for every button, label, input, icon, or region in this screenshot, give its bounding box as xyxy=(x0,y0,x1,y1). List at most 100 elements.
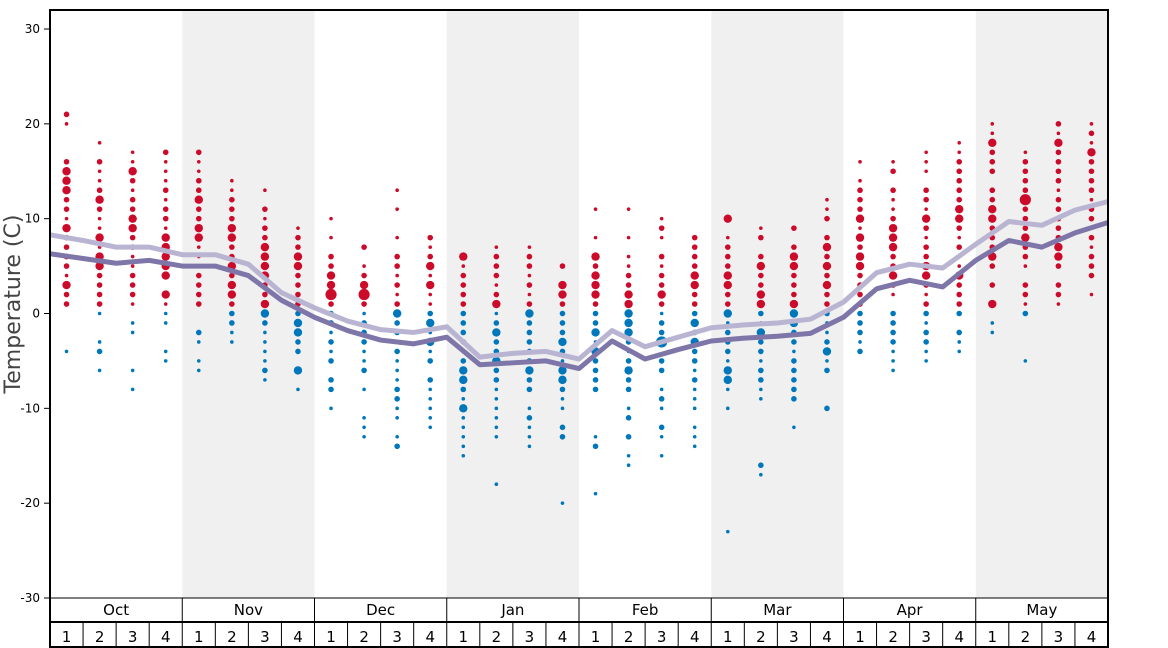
data-point xyxy=(358,288,370,301)
data-point xyxy=(593,207,598,211)
data-point xyxy=(395,434,399,439)
data-point xyxy=(230,340,234,344)
data-point xyxy=(824,291,830,298)
data-point xyxy=(989,196,996,203)
lines-layer xyxy=(49,199,1109,372)
data-point xyxy=(924,235,928,240)
data-point xyxy=(888,271,898,280)
data-point xyxy=(858,178,862,183)
data-point xyxy=(293,366,303,375)
data-point xyxy=(229,244,235,250)
data-point xyxy=(227,233,237,242)
data-point xyxy=(163,359,168,363)
week-label: 4 xyxy=(690,628,700,646)
data-point xyxy=(692,425,697,430)
data-point xyxy=(326,271,336,280)
data-point xyxy=(394,282,400,288)
data-point xyxy=(196,169,201,174)
data-point xyxy=(494,482,499,487)
data-point xyxy=(526,320,533,326)
data-point xyxy=(1022,177,1029,184)
data-point xyxy=(329,330,333,335)
data-point xyxy=(990,131,995,136)
data-point xyxy=(692,444,697,449)
data-point xyxy=(295,272,301,279)
data-point xyxy=(956,168,963,175)
week-label: 2 xyxy=(227,628,237,646)
data-point xyxy=(96,158,103,165)
data-point xyxy=(262,234,268,241)
data-point xyxy=(625,358,632,364)
data-point xyxy=(758,253,764,260)
data-point xyxy=(395,378,399,382)
data-point xyxy=(63,301,70,307)
data-point xyxy=(658,329,665,336)
week-label: 3 xyxy=(525,628,535,646)
data-point xyxy=(293,252,303,261)
data-point xyxy=(196,159,201,164)
data-point xyxy=(1055,158,1062,165)
data-point xyxy=(624,366,633,375)
data-point xyxy=(129,272,136,279)
y-tick-label: 10 xyxy=(25,212,40,226)
data-point xyxy=(1019,194,1031,206)
data-point xyxy=(1022,253,1029,260)
data-point xyxy=(295,339,301,345)
data-point xyxy=(659,216,664,221)
data-point xyxy=(923,310,929,317)
data-point xyxy=(394,348,400,355)
data-point xyxy=(328,253,334,260)
data-point xyxy=(428,349,433,354)
data-point xyxy=(888,233,898,242)
data-point xyxy=(130,368,135,373)
data-point xyxy=(361,367,367,374)
data-point xyxy=(263,340,267,344)
data-point xyxy=(591,328,600,337)
data-point xyxy=(758,310,764,317)
week-label: 3 xyxy=(128,628,138,646)
data-point xyxy=(626,254,631,259)
data-point xyxy=(758,377,764,383)
data-point xyxy=(493,367,500,374)
data-point xyxy=(956,196,963,203)
data-point xyxy=(526,263,533,269)
data-point xyxy=(824,215,830,222)
data-point xyxy=(659,406,664,411)
data-point xyxy=(426,261,435,271)
data-point xyxy=(855,214,865,223)
data-point xyxy=(824,405,830,412)
week-label: 3 xyxy=(657,628,667,646)
data-point xyxy=(526,253,533,260)
data-point xyxy=(891,197,895,202)
data-point xyxy=(989,158,996,165)
data-point xyxy=(560,397,565,401)
week-label: 2 xyxy=(888,628,898,646)
data-point xyxy=(195,177,202,184)
data-point xyxy=(97,141,102,145)
data-point xyxy=(822,280,832,290)
data-point xyxy=(527,245,532,249)
data-point xyxy=(891,292,895,297)
data-point xyxy=(956,310,963,317)
data-point xyxy=(161,233,170,242)
data-point xyxy=(659,235,664,240)
data-point xyxy=(527,406,532,411)
data-point xyxy=(658,253,665,260)
data-point xyxy=(328,377,334,383)
data-point xyxy=(494,245,499,249)
month-bands xyxy=(182,10,1108,598)
data-point xyxy=(626,207,631,211)
data-point xyxy=(691,310,698,317)
data-point xyxy=(690,280,699,290)
data-point xyxy=(130,302,135,306)
data-point xyxy=(96,206,103,212)
week-label: 2 xyxy=(95,628,105,646)
data-point xyxy=(890,320,896,326)
data-point xyxy=(63,291,70,298)
data-point xyxy=(163,321,168,325)
data-point xyxy=(956,225,963,231)
data-point xyxy=(988,299,997,309)
data-point xyxy=(97,340,102,344)
data-point xyxy=(724,348,731,355)
data-point xyxy=(1088,130,1095,137)
